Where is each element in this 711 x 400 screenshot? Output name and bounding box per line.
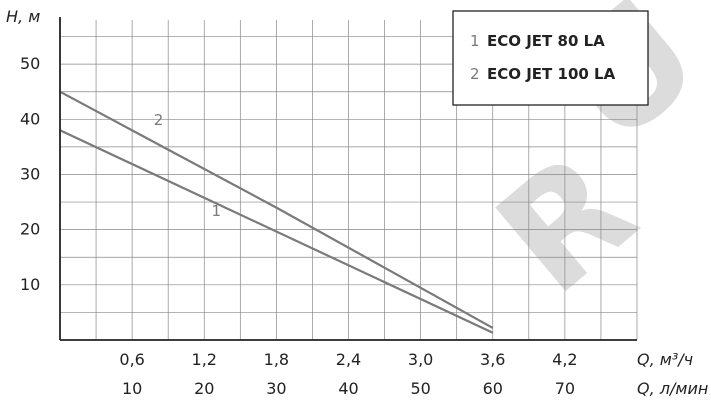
x-tick-label-secondary: 60: [483, 379, 503, 398]
grid: [60, 20, 638, 340]
x-tick-label-secondary: 50: [410, 379, 430, 398]
tick-labels: 0,6 1,2 1,8 2,4 3,0 3,6 4,2 10 20 30 40 50 60 70 10 20 3…: [20, 54, 578, 398]
y-axis-title: H, м: [6, 7, 40, 26]
series-number-label-2: 2: [154, 111, 164, 129]
x-tick-label-secondary: 70: [555, 379, 575, 398]
x-tick-label: 2,4: [336, 350, 361, 369]
series-line-2: [59, 90, 494, 329]
y-tick-label: 30: [20, 164, 40, 183]
axes: [59, 17, 637, 341]
x-tick-label: 3,0: [408, 350, 433, 369]
x-axis-title-secondary: Q, л/мин: [637, 379, 708, 398]
legend-item-2-number: 2: [470, 65, 480, 83]
legend-item-2-name: ECO JET 100 LA: [487, 65, 616, 83]
x-tick-label: 0,6: [119, 350, 144, 369]
x-tick-label-secondary: 30: [266, 379, 286, 398]
y-tick-label: 10: [20, 275, 40, 294]
legend: 1 ECO JET 80 LA 2 ECO JET 100 LA: [452, 10, 649, 106]
x-axis-title: Q, м³/ч: [637, 350, 693, 369]
legend-box: [452, 10, 649, 106]
x-tick-label-secondary: 20: [194, 379, 214, 398]
y-tick-label: 50: [20, 54, 40, 73]
x-tick-label-secondary: 10: [122, 379, 142, 398]
legend-item-1-name: ECO JET 80 LA: [487, 32, 605, 50]
series-number-label-1: 1: [211, 202, 221, 220]
series-number-labels: 12: [154, 111, 221, 220]
x-tick-label: 1,8: [264, 350, 289, 369]
y-tick-label: 40: [20, 109, 40, 128]
series-line-1: [59, 129, 494, 334]
x-tick-label-secondary: 40: [338, 379, 358, 398]
x-tick-label: 3,6: [480, 350, 505, 369]
series-lines: [59, 90, 494, 334]
x-tick-label: 4,2: [552, 350, 577, 369]
y-tick-label: 20: [20, 220, 40, 239]
legend-item-1-number: 1: [470, 32, 480, 50]
x-tick-label: 1,2: [192, 350, 217, 369]
